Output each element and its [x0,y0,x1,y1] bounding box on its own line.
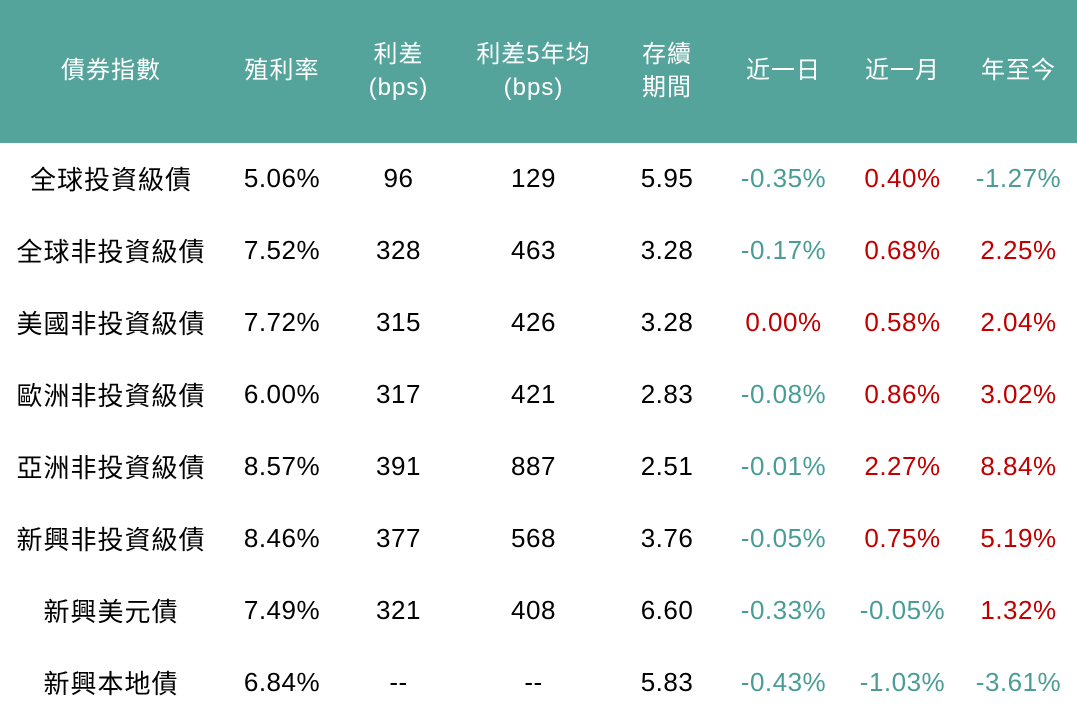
cell-index-name: 全球投資級債 [29,165,192,196]
cell-1m-change: 0.58% [864,307,941,338]
col-header-spread-5y-avg: 利差5年均 (bps) [455,0,612,143]
cell-1d-change: -0.35% [740,163,827,194]
cell-duration: 3.28 [640,235,694,266]
cell-1d-change: -0.01% [740,450,827,481]
cell-yield: 8.46% [243,522,321,553]
cell-spread-5y-avg: 129 [511,163,556,194]
cell-1m-change: 0.86% [864,379,941,410]
cell-1m-change: 0.40% [864,163,941,194]
cell-1m-change: 0.68% [864,235,941,266]
col-header-label: 利差5年均 [476,41,591,69]
cell-index-name: 美國非投資級債 [16,309,206,340]
cell-1d-change: -0.05% [740,522,827,553]
cell-duration: 5.83 [640,666,694,697]
cell-yield: 8.57% [243,450,321,481]
cell-yield: 7.52% [243,235,321,266]
cell-yield: 7.49% [243,594,321,625]
cell-ytd-change: 1.32% [980,594,1057,625]
col-header-label: 年至今 [981,57,1056,85]
cell-index-name: 亞洲非投資級債 [16,452,206,483]
cell-spread: 377 [376,522,421,553]
col-header-label: 債券指數 [61,57,161,85]
cell-ytd-change: -3.61% [975,666,1062,697]
col-header-label: 殖利率 [244,57,320,85]
table-row: 歐洲非投資級債 6.00% 317 421 2.83 -0.08% 0.86% … [0,359,1077,431]
cell-duration: 3.76 [640,522,694,553]
cell-spread: 391 [376,450,421,481]
cell-spread-5y-avg: 408 [511,594,556,625]
cell-spread-5y-avg: 421 [511,379,556,410]
table-row: 新興本地債 6.84% -- -- 5.83 -0.43% -1.03% -3.… [0,646,1077,718]
cell-ytd-change: 8.84% [980,450,1057,481]
cell-ytd-change: 5.19% [980,522,1057,553]
col-header-ytd-change: 年至今 [960,0,1077,143]
cell-ytd-change: 2.25% [980,235,1057,266]
cell-spread-5y-avg: 568 [511,522,556,553]
table-row: 新興美元債 7.49% 321 408 6.60 -0.33% -0.05% 1… [0,574,1077,646]
table-row: 全球非投資級債 7.52% 328 463 3.28 -0.17% 0.68% … [0,215,1077,287]
cell-1d-change: -0.08% [740,379,827,410]
cell-spread-5y-avg: 426 [511,307,556,338]
cell-spread-5y-avg: -- [524,666,543,697]
table-row: 美國非投資級債 7.72% 315 426 3.28 0.00% 0.58% 2… [0,287,1077,359]
col-header-bond-index: 債券指數 [0,0,222,143]
col-header-spread: 利差 (bps) [342,0,455,143]
cell-ytd-change: 2.04% [980,307,1057,338]
cell-index-name: 新興本地債 [43,668,179,699]
col-header-yield: 殖利率 [222,0,342,143]
cell-spread: 315 [376,307,421,338]
table-row: 新興非投資級債 8.46% 377 568 3.76 -0.05% 0.75% … [0,502,1077,574]
cell-spread: 328 [376,235,421,266]
cell-spread: 96 [383,163,414,194]
col-header-label: 近一月 [865,57,940,85]
cell-spread: -- [389,666,408,697]
col-header-label: 利差 [373,41,424,69]
cell-yield: 6.00% [243,379,321,410]
cell-1m-change: -0.05% [859,594,946,625]
header-row: 債券指數 殖利率 利差 (bps) 利差5年均 (bps) 存續 期間 近一日 … [0,0,1077,143]
table-row: 全球投資級債 5.06% 96 129 5.95 -0.35% 0.40% -1… [0,143,1077,215]
col-header-duration: 存續 期間 [612,0,722,143]
cell-1m-change: 0.75% [864,522,941,553]
cell-spread-5y-avg: 887 [511,450,556,481]
cell-index-name: 歐洲非投資級債 [16,381,206,412]
cell-ytd-change: 3.02% [980,379,1057,410]
cell-index-name: 新興美元債 [43,596,179,627]
cell-duration: 2.51 [640,450,694,481]
cell-duration: 3.28 [640,307,694,338]
cell-index-name: 全球非投資級債 [16,237,206,268]
col-header-sublabel: 期間 [642,73,692,101]
cell-1d-change: -0.33% [740,594,827,625]
cell-1m-change: -1.03% [859,666,946,697]
cell-1d-change: -0.17% [740,235,827,266]
cell-duration: 2.83 [640,379,694,410]
col-header-label: 存續 [642,41,692,69]
col-header-sublabel: (bps) [503,73,564,101]
cell-1d-change: 0.00% [745,307,822,338]
cell-spread: 317 [376,379,421,410]
cell-spread: 321 [376,594,421,625]
cell-duration: 5.95 [640,163,694,194]
col-header-sublabel: (bps) [368,73,429,101]
cell-yield: 7.72% [243,307,321,338]
col-header-label: 近一日 [746,57,821,85]
cell-index-name: 新興非投資級債 [16,524,206,555]
cell-yield: 5.06% [243,163,321,194]
table-row: 亞洲非投資級債 8.57% 391 887 2.51 -0.01% 2.27% … [0,431,1077,503]
cell-duration: 6.60 [640,594,694,625]
col-header-1d-change: 近一日 [722,0,845,143]
cell-1m-change: 2.27% [864,450,941,481]
cell-ytd-change: -1.27% [975,163,1062,194]
col-header-1m-change: 近一月 [845,0,960,143]
cell-1d-change: -0.43% [740,666,827,697]
cell-yield: 6.84% [243,666,321,697]
cell-spread-5y-avg: 463 [511,235,556,266]
